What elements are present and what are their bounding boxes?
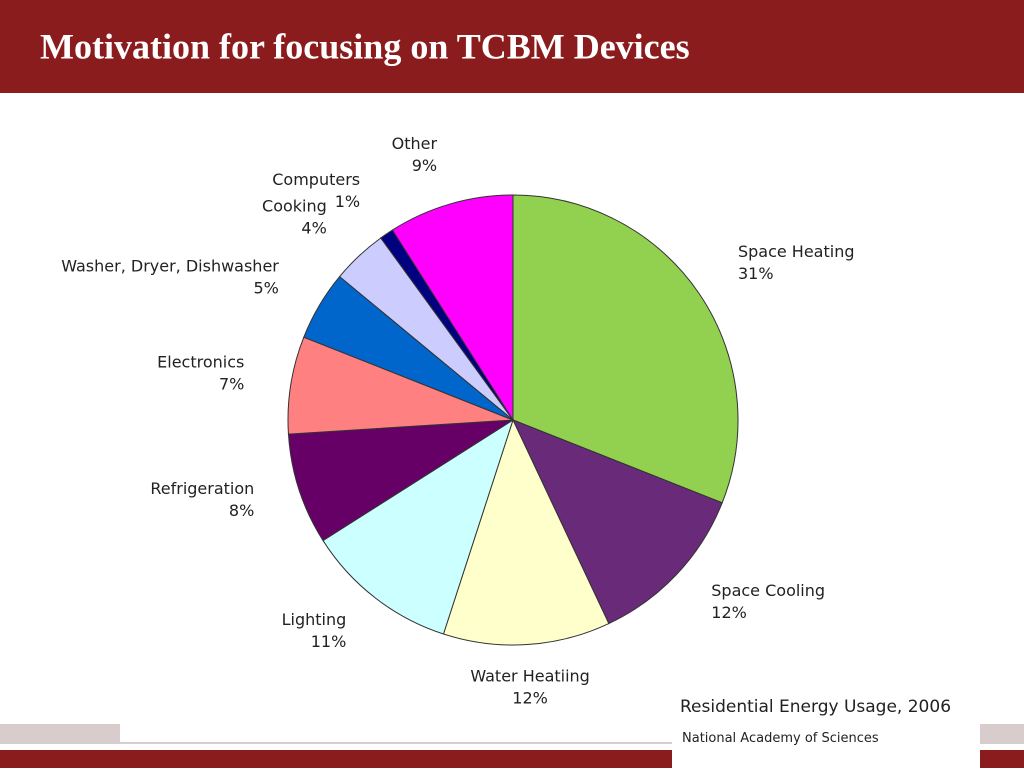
pie-slice xyxy=(322,418,514,635)
slice-label: Space Heating xyxy=(738,242,855,261)
slice-value-label: 11% xyxy=(311,632,347,651)
slice-value-label: 31% xyxy=(738,264,774,283)
chart-backdrop xyxy=(120,700,680,742)
chart-title: Residential Energy Usage, 2006 xyxy=(680,697,951,717)
slice-value-label: 1% xyxy=(335,192,360,211)
slice-label: Electronics xyxy=(157,352,244,371)
pie-slice xyxy=(512,419,723,625)
slice-label: Water Heatiing xyxy=(470,666,590,685)
header-bar xyxy=(0,0,1024,93)
chart-source: National Academy of Sciences xyxy=(682,731,879,746)
slice-value-label: 8% xyxy=(229,501,254,520)
slice-value-label: 4% xyxy=(301,219,326,238)
pie-slice xyxy=(442,418,610,646)
caption-box xyxy=(672,690,980,768)
pie xyxy=(287,194,739,646)
slice-value-label: 12% xyxy=(711,603,747,622)
slice-value-label: 5% xyxy=(253,279,278,298)
pie-slice xyxy=(391,194,514,422)
slice-value-label: 9% xyxy=(412,156,437,175)
slice-label: Space Cooling xyxy=(711,581,825,600)
slice-label: Other xyxy=(392,134,438,153)
slice-label: Computers xyxy=(272,170,360,189)
slice-value-label: 12% xyxy=(512,688,548,707)
slice-label: Lighting xyxy=(282,610,347,629)
slice-label: Cooking xyxy=(262,197,327,216)
slice-label: Washer, Dryer, Dishwasher xyxy=(61,257,279,276)
slice-value-label: 7% xyxy=(219,374,244,393)
pie-slice xyxy=(512,194,739,504)
slide-title: Motivation for focusing on TCBM Devices xyxy=(40,26,690,66)
slice-label: Refrigeration xyxy=(150,479,254,498)
pie-slice xyxy=(287,419,514,542)
